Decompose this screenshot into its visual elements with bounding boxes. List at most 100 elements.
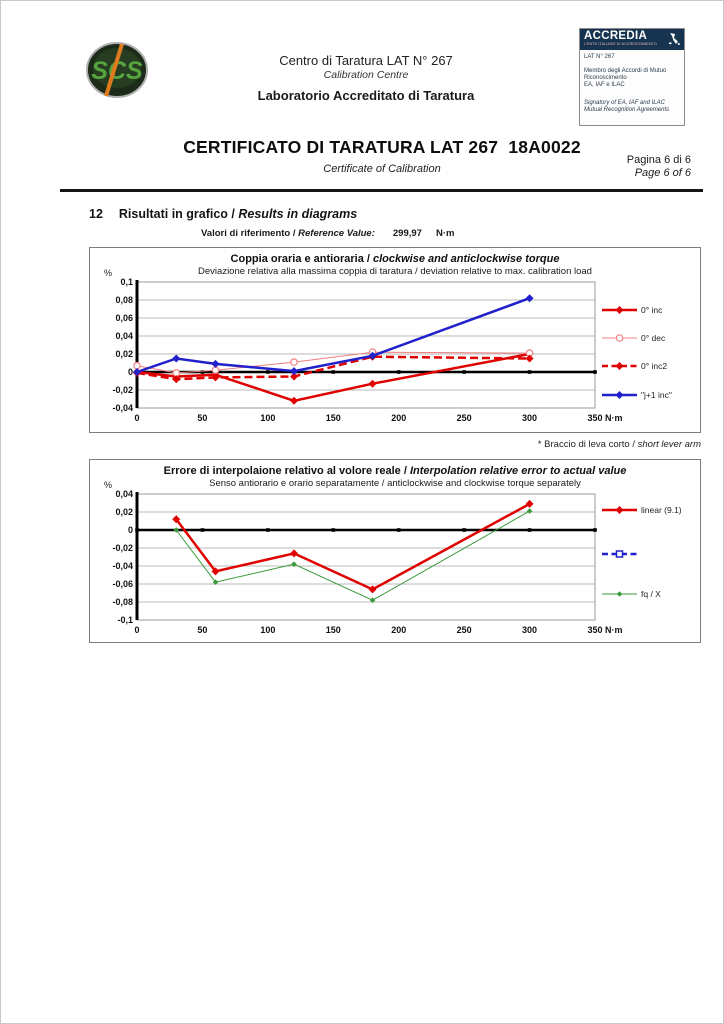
italy-map-icon xyxy=(669,33,680,45)
chart-box-interpolation-error: Errore di interpolaione relativo al volo… xyxy=(89,459,701,643)
svg-text:0,04: 0,04 xyxy=(115,490,133,499)
svg-text:50: 50 xyxy=(197,625,207,635)
accredia-header: ACCREDIA L'ENTE ITALIANO DI ACCREDITAMEN… xyxy=(580,29,684,50)
accredia-lat-number: LAT N° 267 xyxy=(584,54,615,60)
y-tick-labels: 0,1 0,08 0,06 0,04 0,02 0 -0,02 -0,04 xyxy=(112,278,133,413)
accredia-line: EA, IAF e ILAC xyxy=(584,82,625,88)
svg-text:100: 100 xyxy=(260,413,275,423)
svg-text:-0,04: -0,04 xyxy=(112,403,133,413)
calibration-centre-subtitle: Calibration Centre xyxy=(323,69,409,81)
x-axis-unit: N·m xyxy=(605,413,623,423)
svg-text:300: 300 xyxy=(522,625,537,635)
svg-text:0,06: 0,06 xyxy=(115,313,133,323)
svg-text:350: 350 xyxy=(587,625,602,635)
reference-label-en: Reference Value: xyxy=(298,228,375,239)
section-title-it: Risultati in grafico / xyxy=(118,207,239,221)
svg-text:0: 0 xyxy=(128,525,133,535)
svg-text:200: 200 xyxy=(391,625,406,635)
sics-logo: SCS xyxy=(86,42,148,98)
chart1-title-it: Coppia oraria e antioraria / xyxy=(230,253,373,265)
footnote-en: short lever arm xyxy=(637,439,701,450)
svg-text:50: 50 xyxy=(197,413,207,423)
series-fq / X xyxy=(173,508,533,603)
svg-text:0: 0 xyxy=(134,625,139,635)
svg-text:0: 0 xyxy=(134,413,139,423)
y-tick-labels: 0,04 0,02 0 -0,02 -0,04 -0,06 -0,08 -0,1 xyxy=(112,490,133,625)
legend-label: 0° inc xyxy=(641,305,663,315)
x-tick-labels: 0 50 100 150 200 250 300 350 xyxy=(134,625,602,635)
legend: linear (9.1) fq / X xyxy=(602,505,682,599)
title-block: CERTIFICATO DI TARATURA LAT 267 18A0022 … xyxy=(61,137,703,175)
legend-label: 0° inc2 xyxy=(641,361,667,371)
accredited-lab-title: Laboratorio Accreditato di Taratura xyxy=(257,88,475,103)
zero-line xyxy=(135,528,597,532)
chart1-subtitle: Deviazione relativa alla massima coppia … xyxy=(198,266,592,277)
accredia-brand: ACCREDIA xyxy=(584,30,648,42)
accredia-body: LAT N° 267 Membro degli Accordi di Mutuo… xyxy=(580,50,684,118)
accredia-line: Riconoscimento xyxy=(584,75,627,81)
page-number-it: Pagina 6 di 6 xyxy=(626,154,691,166)
chart2-subtitle: Senso antiorario e orario separatamente … xyxy=(209,478,581,489)
certificate-subtitle: Certificate of Calibration xyxy=(323,163,441,175)
certificate-title: CERTIFICATO DI TARATURA LAT 267 18A0022 xyxy=(183,137,581,157)
section-title-en: Results in diagrams xyxy=(238,207,358,221)
chart2-plot: 0,040,020-0,02-0,04-0,06-0,08-0,10 50 100 1… xyxy=(112,490,682,635)
gridlines xyxy=(137,281,595,409)
logo-oval-inner xyxy=(93,48,141,88)
svg-text:150: 150 xyxy=(326,413,341,423)
svg-text:-0,08: -0,08 xyxy=(112,597,133,607)
chart2-y-axis-unit: % xyxy=(104,480,113,490)
series-linear (9.1) xyxy=(172,499,534,594)
chart1-plot: 0,10,080,060,040,020-0,02-0,040 50 100 150 2… xyxy=(112,278,672,423)
svg-text:-0,1: -0,1 xyxy=(117,615,133,625)
series-"j+1 inc" xyxy=(133,294,534,376)
chart1-title: Coppia oraria e antioraria / clockwise a… xyxy=(90,253,700,265)
svg-text:-0,02: -0,02 xyxy=(112,385,133,395)
accredia-line: Mutual Recognition Agreements xyxy=(584,107,670,113)
logo-orange-stroke xyxy=(104,43,124,97)
x-axis-unit: N·m xyxy=(605,625,623,635)
calibration-centre-title: Centro di Taratura LAT N° 267 xyxy=(279,53,453,68)
legend-label: "j+1 inc" xyxy=(641,390,672,400)
reference-unit: N·m xyxy=(435,228,455,239)
reference-value: 299,97 xyxy=(392,228,422,239)
svg-text:0,04: 0,04 xyxy=(115,331,133,341)
svg-text:350: 350 xyxy=(587,413,602,423)
svg-text:0: 0 xyxy=(128,367,133,377)
svg-text:0,1: 0,1 xyxy=(120,278,133,287)
accredia-box: ACCREDIA L'ENTE ITALIANO DI ACCREDITAMEN… xyxy=(579,28,685,126)
section-heading: 12 Risultati in grafico / Results in diag… xyxy=(89,207,357,221)
svg-text:250: 250 xyxy=(457,413,472,423)
section-number: 12 xyxy=(89,207,103,221)
svg-text:250: 250 xyxy=(457,625,472,635)
legend-label: linear (9.1) xyxy=(641,505,682,515)
svg-text:100: 100 xyxy=(260,625,275,635)
svg-text:0,02: 0,02 xyxy=(115,349,133,359)
chart2-title: Errore di interpolaione relativo al volo… xyxy=(90,465,700,477)
accredia-line: Membro degli Accordi di Mutuo xyxy=(584,68,667,74)
accredia-brand-subtitle: L'ENTE ITALIANO DI ACCREDITAMENTO xyxy=(584,42,658,46)
svg-text:-0,06: -0,06 xyxy=(112,579,133,589)
chart-box-torque-deviation: Coppia oraria e antioraria / clockwise a… xyxy=(89,247,701,433)
footnote-it: * Braccio di leva corto / xyxy=(537,439,638,450)
legend: 0° inc 0° dec 0° inc2 "j+1 inc" xyxy=(602,305,672,400)
svg-text:-0,02: -0,02 xyxy=(112,543,133,553)
page-number: Pagina 6 di 6 Page 6 of 6 xyxy=(556,154,691,180)
accredia-line: Signatory of EA, IAF and ILAC xyxy=(584,100,665,106)
short-lever-arm-footnote: * Braccio di leva corto / short lever ar… xyxy=(401,439,701,450)
header-center: Centro di Taratura LAT N° 267 Calibratio… xyxy=(181,53,551,103)
svg-text:300: 300 xyxy=(522,413,537,423)
svg-text:-0,04: -0,04 xyxy=(112,561,133,571)
legend-label: fq / X xyxy=(641,589,661,599)
plot-border xyxy=(136,281,596,409)
x-tick-labels: 0 50 100 150 200 250 300 350 xyxy=(134,413,602,423)
reference-label-it: Valori di riferimento / xyxy=(201,228,299,239)
svg-text:150: 150 xyxy=(326,625,341,635)
svg-text:0,08: 0,08 xyxy=(115,295,133,305)
svg-text:200: 200 xyxy=(391,413,406,423)
legend-label: 0° dec xyxy=(641,333,666,343)
svg-text:0,02: 0,02 xyxy=(115,507,133,517)
chart1-y-axis-unit: % xyxy=(104,268,113,278)
page-number-en: Page 6 of 6 xyxy=(634,167,691,179)
